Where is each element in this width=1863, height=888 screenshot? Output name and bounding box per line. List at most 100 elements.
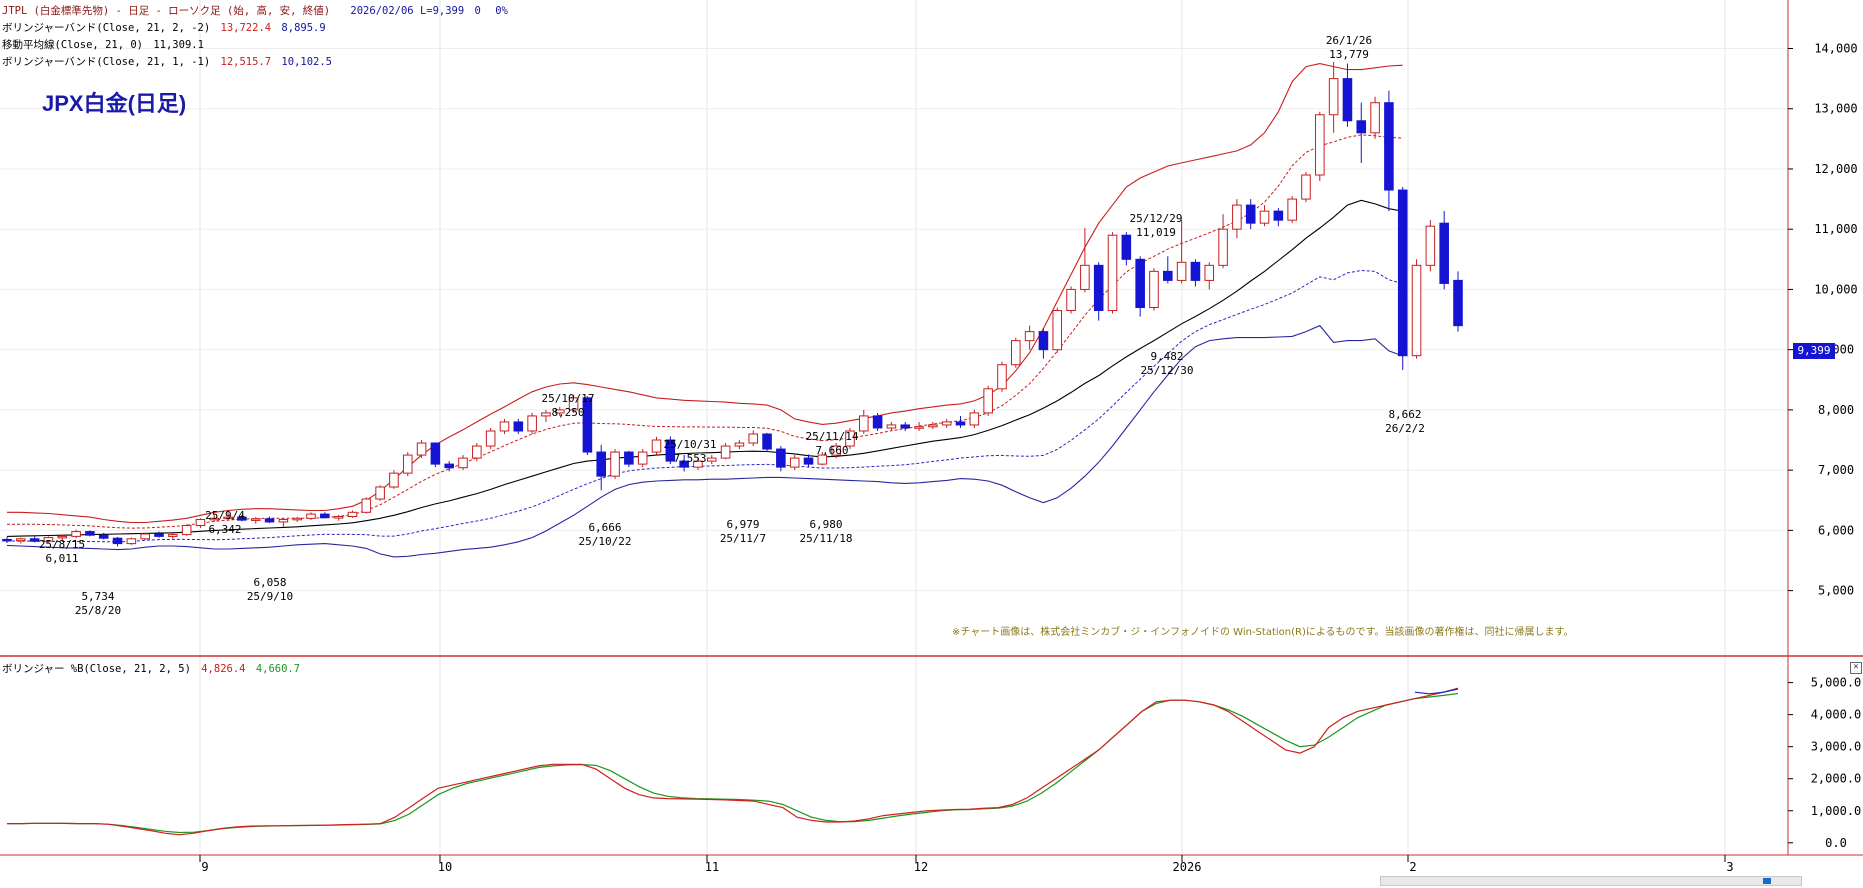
candle-body	[389, 472, 399, 488]
candle-body	[29, 538, 40, 542]
candle-body	[2, 538, 12, 542]
candle-body	[1287, 198, 1297, 221]
candle-body	[126, 538, 137, 545]
candle-body	[1245, 204, 1256, 224]
bb2-lower-value: 8,895.9	[281, 22, 326, 34]
annotation-date: 25/8/20	[75, 604, 121, 617]
bb-lower-2sigma-line	[6, 324, 1403, 558]
last-price-tag: 9,399	[1793, 343, 1835, 359]
candle-body	[458, 457, 468, 469]
candle-body	[679, 460, 689, 468]
price-tick-label: 6,000	[1818, 523, 1854, 537]
candle-body	[1121, 234, 1132, 260]
candle-body	[541, 412, 551, 417]
candle-body	[181, 525, 192, 536]
candle-body	[651, 439, 662, 453]
ma-value: 11,309.1	[153, 39, 204, 51]
pctb-label: ボリンジャー %B(Close, 21, 2, 5)	[2, 663, 191, 675]
bb-upper-2sigma-line	[7, 63, 1403, 524]
time-tick-label: 3	[1726, 860, 1733, 874]
candle-body	[1356, 120, 1367, 134]
candle-body	[637, 451, 648, 465]
candle-body	[1176, 261, 1187, 281]
candle-body	[1273, 210, 1284, 221]
candle-body	[720, 445, 731, 459]
close-pane-icon[interactable]: ×	[1850, 662, 1862, 674]
candle-body	[610, 451, 620, 477]
candle-body	[983, 388, 993, 414]
candle-body	[444, 463, 454, 469]
candle-body	[375, 486, 385, 500]
candle-body	[1107, 234, 1118, 312]
candle-body	[195, 519, 206, 527]
candle-body	[1190, 261, 1201, 281]
candle-body	[112, 537, 123, 545]
pctb-tick-label: 5,000.0	[1811, 676, 1862, 690]
candle-body	[803, 457, 814, 465]
candle-body	[665, 439, 676, 462]
annotation-value: 9,482	[1150, 350, 1183, 363]
candle-body	[264, 518, 275, 523]
candle-body	[762, 433, 772, 450]
candle-body	[1052, 310, 1063, 351]
candle-body	[237, 516, 247, 521]
candle-body	[1453, 279, 1463, 327]
candle-body	[1370, 102, 1380, 134]
candle-body	[320, 513, 330, 519]
pctb-tick-label: 3,000.0	[1811, 740, 1862, 754]
ma21-line	[6, 199, 1403, 537]
annotation-value: 7,553	[673, 452, 706, 465]
candle-body	[1411, 264, 1422, 357]
header-line-1: JTPL (白金標準先物) - 日足 - ローソク足 (始, 高, 安, 終値)…	[2, 3, 508, 18]
candle-body	[1204, 264, 1215, 281]
candle-body	[485, 430, 496, 447]
candle-body	[831, 445, 841, 456]
candle-body	[1080, 264, 1090, 290]
annotation-value: 11,019	[1136, 226, 1176, 239]
candle-body	[1328, 78, 1339, 116]
chart-header: JTPL (白金標準先物) - 日足 - ローソク足 (始, 高, 安, 終値)…	[0, 0, 1790, 70]
price-tick-label: 7,000	[1818, 463, 1854, 477]
candle-body	[928, 424, 938, 428]
annotation-value: 6,011	[45, 552, 78, 565]
annotation-date: 25/11/7	[720, 532, 766, 545]
sub-header: ボリンジャー %B(Close, 21, 2, 5) 4,826.4 4,660…	[2, 661, 300, 676]
annotation-value: 5,734	[81, 590, 114, 603]
candle-body	[347, 511, 358, 518]
candle-body	[1425, 225, 1436, 266]
annotation-value: 6,666	[588, 521, 621, 534]
horizontal-scrollbar[interactable]	[1380, 876, 1802, 886]
candle-body	[140, 533, 150, 540]
header-last: L=9,399	[419, 5, 465, 17]
price-tick-label: 11,000	[1814, 222, 1857, 236]
price-tick-label: 12,000	[1814, 162, 1857, 176]
header-line-4: ボリンジャーバンド(Close, 21, 1, -1) 12,515.7 10,…	[2, 54, 332, 69]
candle-body	[776, 448, 786, 468]
bb1-upper-value: 12,515.7	[220, 56, 272, 68]
scrollbar-thumb[interactable]	[1763, 878, 1771, 884]
candle-body	[527, 415, 537, 432]
pctb-red-line	[7, 687, 1459, 836]
candle-body	[1232, 204, 1242, 230]
candle-body	[1315, 114, 1325, 176]
annotation-value: 6,979	[726, 518, 759, 531]
annotation-date: 25/12/29	[1130, 212, 1183, 225]
candle-body	[1439, 222, 1449, 284]
candle-body	[1163, 270, 1173, 281]
pctb-green-value: 4,660.7	[255, 663, 301, 675]
time-tick-label: 9	[201, 860, 208, 874]
time-tick-label: 11	[705, 860, 719, 874]
header-pct: 0%	[495, 5, 508, 17]
candle-body	[1149, 270, 1159, 309]
candle-body	[472, 445, 482, 459]
candle-body	[168, 534, 178, 537]
candle-body	[499, 421, 510, 432]
candle-body	[955, 421, 966, 426]
candle-body	[748, 433, 759, 444]
candle-body	[250, 518, 261, 521]
pctb-tick-label: 1,000.0	[1811, 804, 1862, 818]
header-date: 2026/02/06	[350, 5, 414, 17]
chart-title: JPX白金(日足)	[42, 91, 187, 116]
bb-upper-1sigma-line	[6, 134, 1403, 529]
